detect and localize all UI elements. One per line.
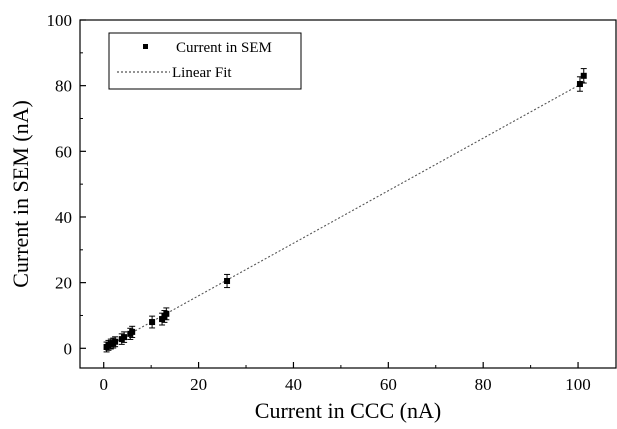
y-tick-label: 0 bbox=[64, 339, 73, 358]
linear-fit-layer bbox=[103, 81, 586, 349]
x-tick-label: 20 bbox=[190, 375, 207, 394]
x-tick-label: 40 bbox=[285, 375, 302, 394]
data-point bbox=[149, 315, 156, 329]
point-marker bbox=[149, 319, 156, 326]
data-point bbox=[580, 68, 587, 84]
point-marker bbox=[224, 278, 231, 284]
data-point bbox=[121, 331, 128, 343]
data-point bbox=[112, 336, 119, 348]
legend-box bbox=[108, 32, 302, 90]
legend: Current in SEM Linear Fit bbox=[108, 32, 302, 90]
x-tick-label: 0 bbox=[99, 375, 108, 394]
point-marker bbox=[129, 328, 136, 335]
y-axis-title: Current in SEM (nA) bbox=[8, 100, 33, 288]
data-point bbox=[129, 325, 136, 338]
data-point bbox=[163, 307, 170, 321]
data-point bbox=[224, 273, 231, 289]
x-axis-title: Current in CCC (nA) bbox=[255, 398, 441, 423]
legend-label-current-in-sem: Current in SEM bbox=[176, 40, 272, 56]
plot-frame bbox=[79, 19, 617, 369]
legend-marker-current-in-sem bbox=[143, 44, 148, 49]
data-points-layer bbox=[103, 68, 587, 353]
axes: 0 20 40 60 80 100 0 20 40 60 80 100 bbox=[47, 11, 617, 394]
point-marker bbox=[112, 338, 119, 345]
x-tick-label: 60 bbox=[380, 375, 397, 394]
point-marker bbox=[576, 81, 583, 88]
legend-label-linear-fit: Linear Fit bbox=[172, 65, 232, 81]
x-tick-label: 80 bbox=[475, 375, 492, 394]
data-point bbox=[576, 76, 583, 92]
y-tick-label: 100 bbox=[47, 11, 73, 30]
y-tick-label: 40 bbox=[55, 208, 72, 227]
y-tick-label: 80 bbox=[55, 77, 72, 96]
point-marker bbox=[121, 334, 128, 341]
linear-fit-line bbox=[103, 81, 586, 349]
point-marker bbox=[163, 310, 170, 317]
y-tick-label: 20 bbox=[55, 274, 72, 293]
y-tick-label: 60 bbox=[55, 142, 72, 161]
x-tick-label: 100 bbox=[565, 375, 591, 394]
point-marker bbox=[580, 72, 587, 79]
